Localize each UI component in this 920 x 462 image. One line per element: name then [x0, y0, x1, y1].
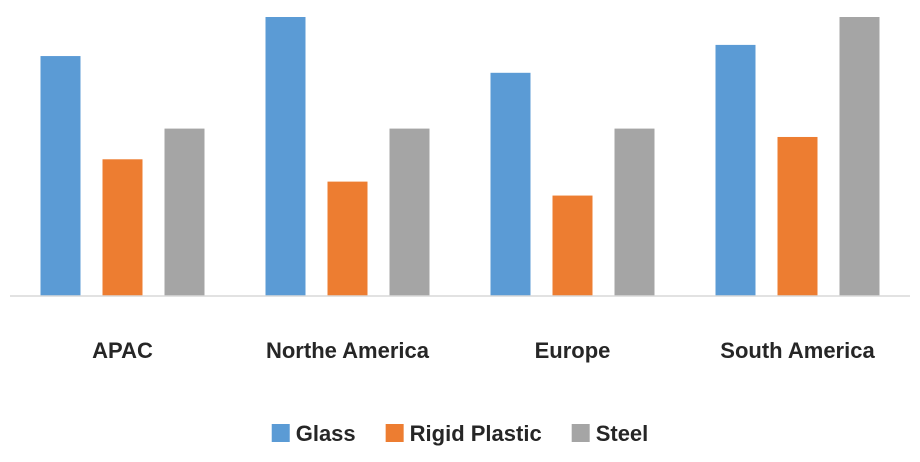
- category-label: South America: [720, 338, 875, 363]
- legend-label: Rigid Plastic: [410, 421, 542, 446]
- bar-rigid-plastic-apac: [102, 159, 143, 296]
- legend-swatch-rigid-plastic: [385, 424, 404, 442]
- bar-rigid-plastic-europe: [552, 195, 593, 296]
- bar-glass-south-america: [715, 44, 756, 297]
- legend-swatch-steel: [571, 424, 590, 442]
- legend-label: Steel: [596, 421, 649, 446]
- bar-steel-europe: [614, 128, 655, 296]
- category-label: Northe America: [266, 338, 430, 363]
- legend-label: Glass: [296, 421, 356, 446]
- bar-steel-northe-america: [389, 128, 430, 296]
- bar-glass-apac: [40, 56, 81, 297]
- bar-glass-northe-america: [265, 17, 306, 296]
- bar-rigid-plastic-northe-america: [327, 181, 368, 296]
- legend-swatch-glass: [271, 424, 290, 442]
- category-label: APAC: [92, 338, 153, 363]
- bars-group: [40, 17, 880, 297]
- category-labels: APAC Northe America Europe South America: [92, 338, 875, 363]
- bar-steel-apac: [164, 128, 205, 296]
- legend: Glass Rigid Plastic Steel: [271, 421, 649, 446]
- bar-steel-south-america: [839, 17, 880, 296]
- category-label: Europe: [535, 338, 611, 363]
- bar-glass-europe: [490, 72, 531, 296]
- bar-rigid-plastic-south-america: [777, 136, 818, 296]
